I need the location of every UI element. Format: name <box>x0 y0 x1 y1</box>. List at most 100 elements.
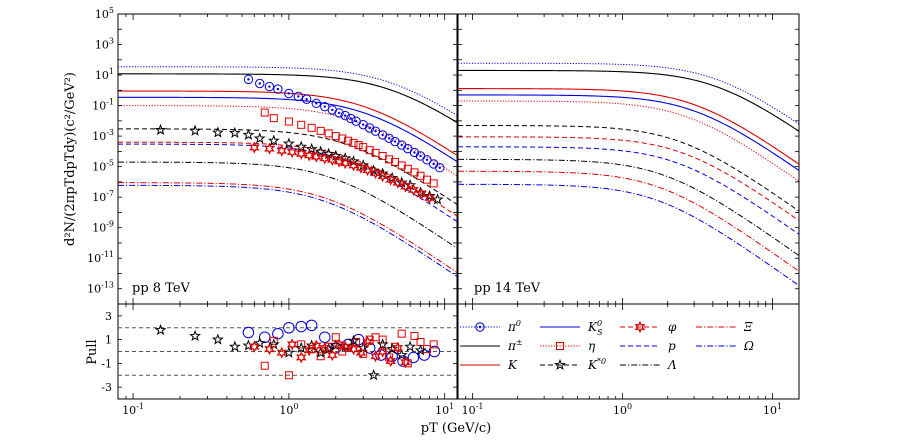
pull-point-pi0 <box>272 327 284 340</box>
pull-point-phi <box>319 341 331 355</box>
legend-label-proton: p <box>668 339 676 353</box>
legend-label-omega: Ω <box>743 339 754 353</box>
data-point-phi <box>303 149 315 162</box>
data-point-phi <box>249 141 260 154</box>
data-point-kstar0 <box>386 171 399 184</box>
data-point-eta <box>349 138 358 147</box>
pull-tick-label: 1 <box>105 334 112 347</box>
data-point-pi0 <box>311 98 322 109</box>
data-point-phi <box>264 142 275 155</box>
pull-axis-title: Pull <box>85 339 100 364</box>
legend-label-kaon: K <box>507 358 518 372</box>
panel-label-14tev: pp 14 TeV <box>474 281 541 296</box>
legend-label-lambda: Λ <box>667 358 677 372</box>
data-point-phi <box>355 161 367 174</box>
data-point-pi0 <box>293 91 304 102</box>
data-point-eta <box>307 123 316 132</box>
data-point-pi0 <box>384 133 394 143</box>
data-point-phi <box>370 166 381 180</box>
pull-point-pi0 <box>283 322 295 334</box>
data-point-eta <box>331 132 340 141</box>
pull-point-kstar0 <box>367 369 380 381</box>
data-point-phi <box>392 176 404 189</box>
legend-item-proton: p <box>620 339 676 353</box>
data-point-kstar0 <box>189 124 202 136</box>
curve-lambda-14tev <box>458 158 799 256</box>
pull-point-kstar0 <box>347 334 360 346</box>
data-point-kstar0 <box>211 126 224 138</box>
pull-point-eta <box>260 361 269 370</box>
pull-point-eta <box>297 340 306 349</box>
pull-point-phi <box>249 340 260 353</box>
legend-item-phi: φ <box>620 320 677 334</box>
pull-point-kstar0 <box>395 348 408 361</box>
pull-point-kstar0 <box>404 340 417 352</box>
legend-item-omega: Ω <box>696 339 754 353</box>
data-point-kstar0 <box>253 132 266 144</box>
curve-phi-14tev <box>458 136 799 221</box>
data-point-pi0 <box>284 88 294 99</box>
legend-marker-kstar0 <box>554 358 566 371</box>
legend-item-xi: Ξ <box>696 320 753 334</box>
pull-point-phi <box>276 346 288 359</box>
data-point-pi0 <box>264 81 275 92</box>
pull-point-phi <box>311 339 322 352</box>
data-point-eta <box>338 134 347 143</box>
pull-point-phi <box>295 351 307 364</box>
curve-lambda-8tev <box>118 161 457 249</box>
data-point-pi0 <box>435 163 445 173</box>
legend-item-kaon: K <box>460 358 518 372</box>
pull-point-kstar0 <box>211 333 224 345</box>
data-point-phi <box>286 145 298 159</box>
data-point-phi <box>385 173 396 186</box>
curve-proton-14tev <box>458 146 799 235</box>
legend-label-phi: φ <box>668 320 677 334</box>
legend-marker-phi <box>634 320 646 334</box>
data-point-phi <box>400 180 411 193</box>
curve-pi0-14tev <box>458 62 799 125</box>
curve-kaon-8tev <box>118 90 457 156</box>
curve-eta-14tev <box>458 100 799 182</box>
pull-point-eta <box>269 336 278 345</box>
pull-point-eta <box>378 335 387 344</box>
data-point-phi <box>311 150 322 163</box>
data-point-eta <box>344 136 353 145</box>
data-point-pi0 <box>255 78 265 89</box>
data-point-phi <box>348 159 359 172</box>
curve-kstar0-14tev <box>458 124 799 212</box>
x-axis-title: pT (GeV/c) <box>421 421 491 436</box>
data-point-eta <box>316 126 325 135</box>
pull-point-kstar0 <box>154 323 167 336</box>
data-point-phi <box>276 144 288 157</box>
curve-pi-charged-14tev <box>458 69 799 132</box>
panel-label-8tev: pp 8 TeV <box>132 281 191 296</box>
curve-omega-14tev <box>458 183 799 286</box>
data-point-eta <box>260 108 269 117</box>
pull-point-eta <box>385 353 394 362</box>
legend-label-k0s: K0 S <box>587 319 603 337</box>
pull-point-pi0 <box>428 345 441 358</box>
pull-point-kstar0 <box>253 336 266 349</box>
data-point-kstar0 <box>242 128 255 140</box>
pull-point-eta <box>397 329 406 338</box>
curve-xi-8tev <box>118 182 457 273</box>
data-point-phi <box>295 147 307 160</box>
data-point-kstar0 <box>339 152 352 164</box>
data-point-kstar0 <box>154 123 167 136</box>
pull-point-kstar0 <box>295 341 308 353</box>
pull-point-phi <box>377 345 388 358</box>
curve-k0s-8tev <box>118 96 457 163</box>
pull-point-pi0 <box>407 351 420 364</box>
pull-point-eta <box>316 352 325 361</box>
data-point-eta <box>284 117 293 126</box>
pull-tick-label: -3 <box>101 381 112 394</box>
curve-pi0-8tev <box>118 66 457 116</box>
data-point-phi <box>362 163 373 177</box>
data-point-phi <box>319 152 331 165</box>
pull-point-phi <box>385 354 396 368</box>
data-point-eta <box>269 114 278 123</box>
data-point-kstar0 <box>282 137 295 149</box>
curve-pi-charged-8tev <box>118 73 457 123</box>
data-point-kstar0 <box>228 126 241 139</box>
